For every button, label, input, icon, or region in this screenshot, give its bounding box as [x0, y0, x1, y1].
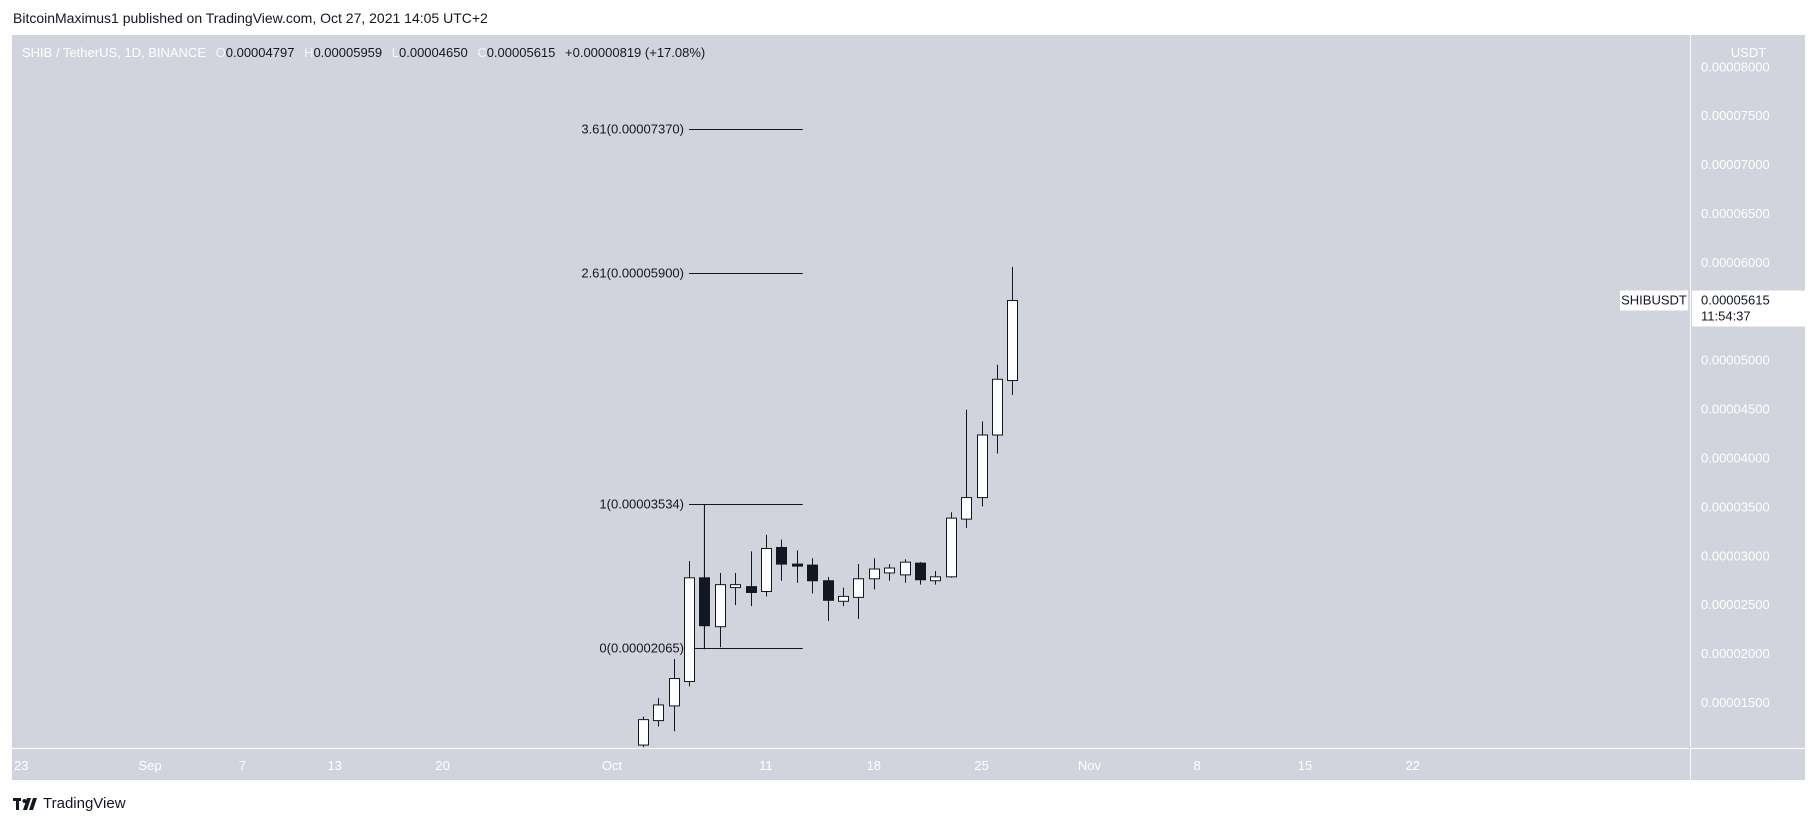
time-tick-label: Sep — [138, 758, 161, 773]
time-tick-label: 8 — [1194, 758, 1201, 773]
candle-body — [730, 584, 741, 589]
candle-body — [684, 577, 695, 682]
legend-high-label: H — [304, 45, 314, 60]
currency-label: USDT — [1730, 45, 1767, 60]
legend-high-value: 0.00005959 — [313, 45, 383, 60]
price-axis[interactable]: USDT 0.00008000 0.00007500 0.00007000 0.000… — [1690, 35, 1806, 747]
candle-body — [900, 561, 911, 576]
time-axis-labels: 23 Sep 7 13 20 Oct 11 18 25 Nov 8 15 22 — [14, 758, 1420, 773]
price-tick-label: 0.00006000 — [1701, 255, 1770, 270]
price-tick-label: 0.00006500 — [1701, 206, 1770, 221]
legend-change: +0.00000819 (+17.08%) — [565, 45, 706, 60]
price-tick-label: 0.00003000 — [1701, 548, 1770, 563]
footer-brand-text: TradingView — [43, 795, 126, 812]
time-tick-label: 11 — [759, 758, 773, 773]
price-tick-label: 0.00004000 — [1701, 450, 1770, 465]
legend-close-label: C — [477, 45, 487, 60]
time-tick-label: 20 — [435, 758, 449, 773]
candle-body — [992, 378, 1003, 436]
candle-body — [838, 595, 849, 602]
candle-body — [946, 517, 957, 578]
candles — [638, 266, 1018, 748]
time-tick-label: 18 — [867, 758, 881, 773]
legend-open-label: O — [215, 45, 226, 60]
price-tick-label: 0.00005000 — [1701, 353, 1770, 368]
price-tick-label: 0.00002000 — [1701, 646, 1770, 661]
time-tick-label: Oct — [602, 758, 623, 773]
fib-level-label: 3.61(0.00007370) — [581, 122, 684, 137]
candle-body — [638, 719, 649, 746]
fib-level-label: 0(0.00002065) — [599, 641, 684, 656]
legend-low-label: L — [391, 45, 399, 60]
legend-close-value: 0.00005615 — [486, 45, 556, 60]
candle-body — [699, 577, 710, 627]
chart-frame: 3.61(0.00007370) 2.61(0.00005900) 1(0.0000… — [12, 35, 1806, 781]
fib-level-label: 1(0.00003534) — [599, 497, 684, 512]
time-tick-label: 25 — [974, 758, 988, 773]
plot-area[interactable]: 3.61(0.00007370) 2.61(0.00005900) 1(0.0000… — [12, 35, 1689, 748]
candle-body — [761, 547, 772, 592]
candlestick-chart: 3.61(0.00007370) 2.61(0.00005900) 1(0.0000… — [581, 122, 1688, 748]
candle-body — [930, 576, 941, 582]
candle-body — [746, 586, 757, 593]
time-tick-label: Nov — [1078, 758, 1102, 773]
price-tick-label: 0.00001500 — [1701, 695, 1770, 710]
candle-body — [915, 562, 926, 581]
last-price-box — [1692, 290, 1805, 327]
candle-body — [823, 580, 834, 601]
fib-level-label: 2.61(0.00005900) — [581, 266, 684, 281]
candle-body — [653, 704, 664, 722]
candle-body — [977, 434, 988, 499]
time-tick-label: 22 — [1406, 758, 1420, 773]
legend-low-value: 0.00004650 — [399, 45, 468, 60]
tradingview-logo-icon — [13, 797, 37, 810]
legend-open-value: 0.00004797 — [225, 45, 295, 60]
axis-corner — [1690, 748, 1806, 781]
candle-body — [776, 546, 787, 565]
candle-body — [792, 563, 803, 567]
time-axis[interactable]: 23 Sep 7 13 20 Oct 11 18 25 Nov 8 15 22 — [12, 748, 1689, 781]
candle-body — [715, 584, 726, 628]
time-tick-label: 23 — [14, 758, 28, 773]
price-tick-label: 0.00007000 — [1701, 157, 1770, 172]
candle-body — [669, 678, 680, 707]
price-axis-labels: 0.00008000 0.00007500 0.00007000 0.00006500… — [1692, 59, 1805, 710]
price-tick-label: 0.00007500 — [1701, 108, 1770, 123]
legend-symbol: SHIB / TetherUS, 1D, BINANCE — [22, 45, 206, 60]
last-price-countdown: 11:54:37 — [1701, 309, 1751, 324]
symbol-legend: SHIB / TetherUS, 1D, BINANCE O0.00004797… — [22, 45, 705, 60]
candle-body — [884, 567, 895, 574]
time-tick-label: 7 — [239, 758, 246, 773]
price-tick-label: 0.00003500 — [1701, 499, 1770, 514]
candle-body — [807, 564, 818, 582]
time-tick-label: 13 — [328, 758, 342, 773]
time-tick-label: 15 — [1298, 758, 1312, 773]
last-price-symbol-tag — [1620, 290, 1688, 311]
published-line: BitcoinMaximus1 published on TradingView… — [13, 10, 488, 26]
last-price-symbol: SHIBUSDT — [1621, 293, 1687, 308]
candle-body — [869, 568, 880, 580]
price-tick-label: 0.00008000 — [1701, 59, 1770, 74]
last-price-value: 0.00005615 — [1701, 293, 1770, 308]
footer-brand[interactable]: TradingView — [13, 795, 126, 812]
candle-body — [1007, 300, 1018, 382]
candle-body — [961, 497, 972, 520]
price-tick-label: 0.00004500 — [1701, 402, 1770, 417]
candle-body — [853, 578, 864, 598]
price-tick-label: 0.00002500 — [1701, 597, 1770, 612]
